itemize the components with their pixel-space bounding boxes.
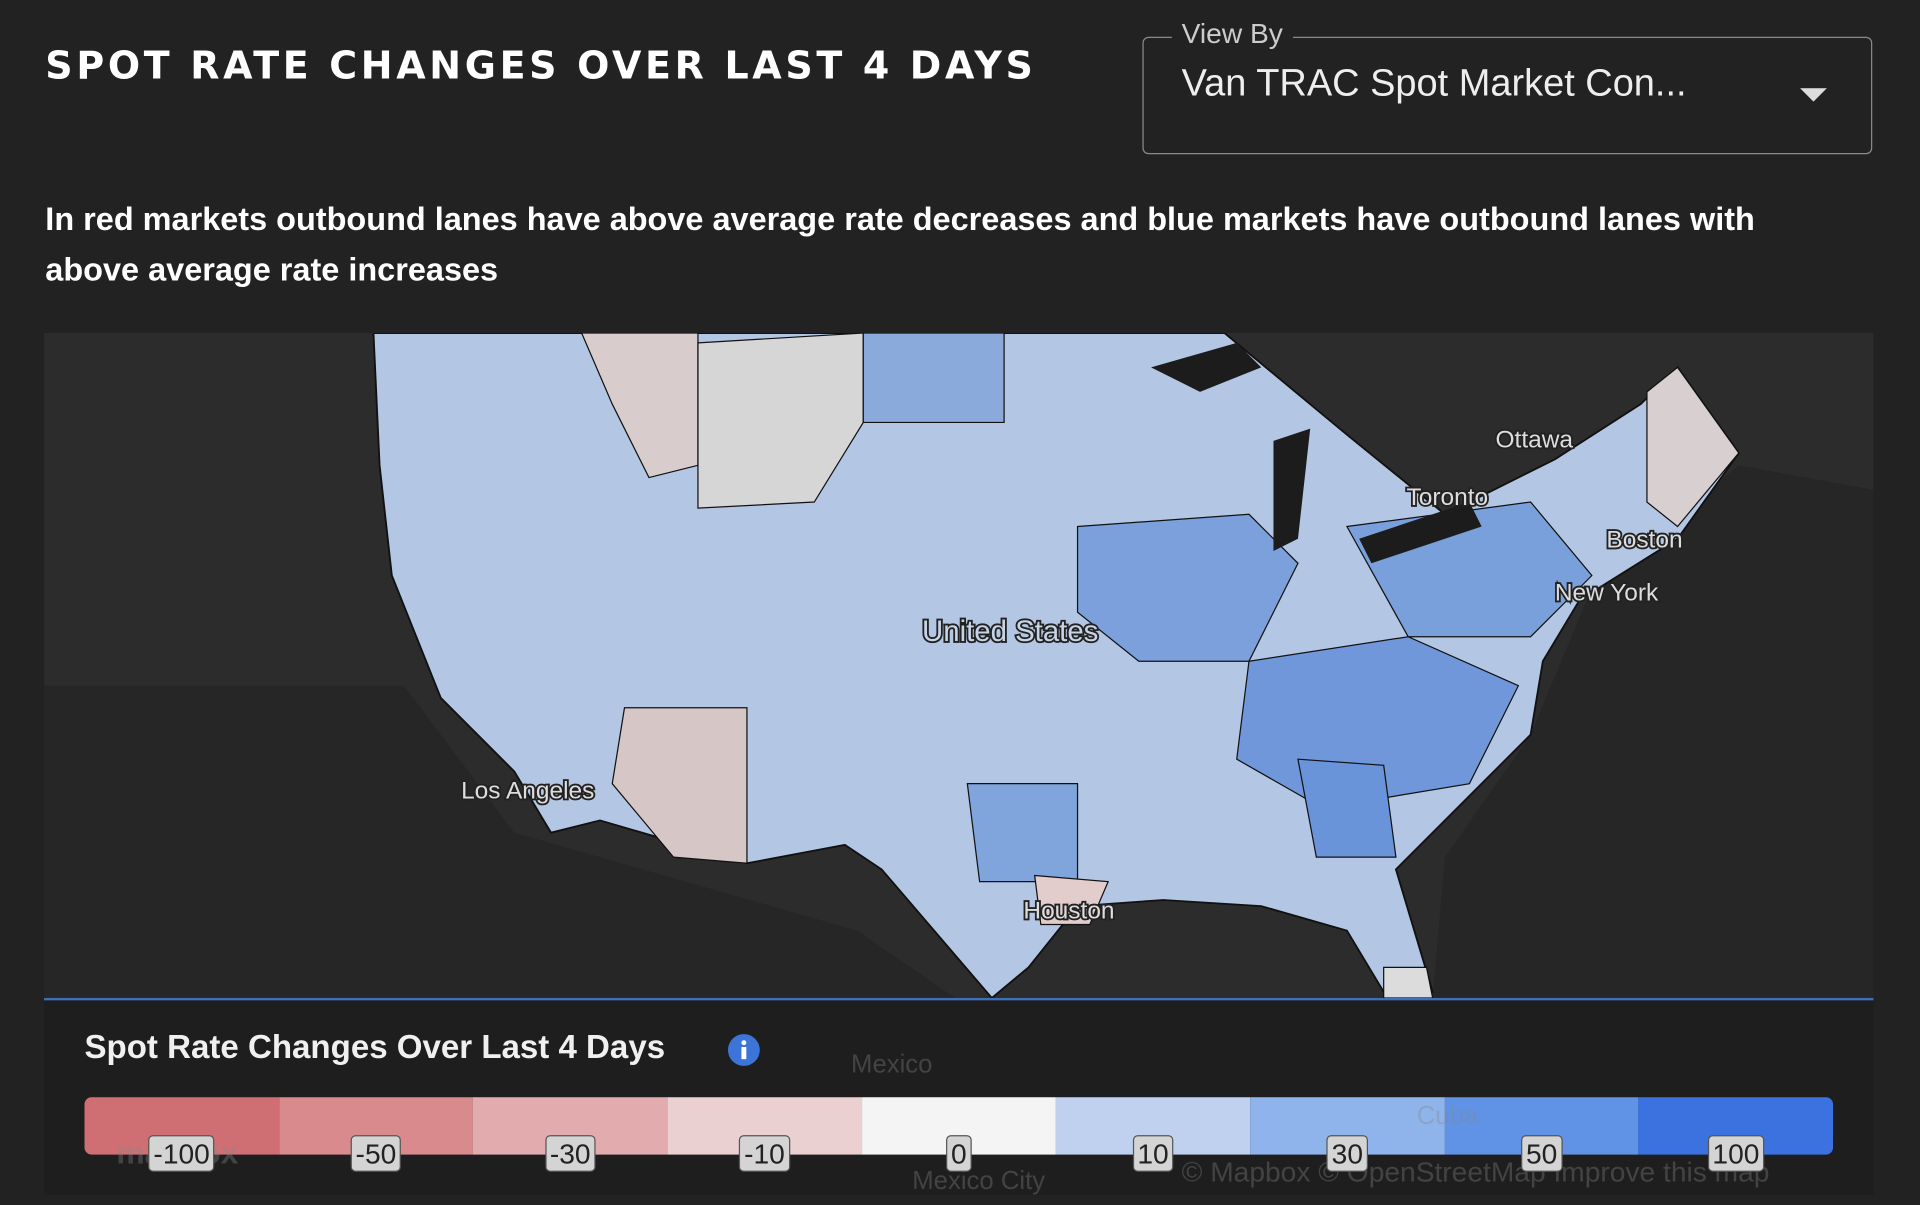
divider xyxy=(44,997,1874,1001)
region xyxy=(580,333,699,479)
legend-title: Spot Rate Changes Over Last 4 Days xyxy=(84,1028,666,1066)
dropdown-value[interactable]: Van TRAC Spot Market Con... xyxy=(1181,61,1687,105)
info-icon[interactable] xyxy=(727,1033,760,1066)
map-label: Mexico xyxy=(851,1050,933,1079)
map[interactable]: Ottawa Toronto Boston New York United States… xyxy=(44,333,1874,998)
legend-tick-label: -100 xyxy=(148,1135,215,1172)
region xyxy=(1297,758,1397,858)
legend-tick-label: 50 xyxy=(1521,1135,1563,1172)
map-label: New York xyxy=(1555,579,1659,606)
region xyxy=(697,333,864,509)
legend-tick-label: 0 xyxy=(946,1135,972,1172)
caret[interactable] xyxy=(1800,88,1827,103)
region xyxy=(1383,966,1434,998)
legend-tick-label: 30 xyxy=(1326,1135,1368,1172)
title: SPOT RATE CHANGES OVER LAST 4 DAYS xyxy=(45,44,1037,89)
view-by-dropdown[interactable] xyxy=(1142,36,1873,155)
map-label: Cuba xyxy=(1416,1102,1479,1131)
region xyxy=(611,707,748,864)
map-label: Houston xyxy=(1023,898,1114,925)
map-label: Mexico City xyxy=(912,1166,1046,1196)
legend-tick-label: -50 xyxy=(350,1135,402,1172)
legend-tick-label: 100 xyxy=(1707,1135,1765,1172)
map-label: Los Angeles xyxy=(461,778,594,805)
lake xyxy=(1359,502,1482,564)
lake xyxy=(1151,342,1262,392)
attribution: © Mapbox © OpenStreetMap Improve this ma… xyxy=(1181,1155,1770,1188)
map-label: Toronto xyxy=(1407,484,1489,511)
dropdown-label: View By xyxy=(1171,17,1293,51)
region xyxy=(862,333,1005,424)
legend-tick-label: 10 xyxy=(1132,1135,1174,1172)
region xyxy=(966,783,1079,883)
region xyxy=(1033,874,1110,926)
region xyxy=(1646,366,1740,528)
lake xyxy=(1273,428,1311,552)
map-label: Ottawa xyxy=(1496,426,1574,453)
legend-tick-label: -10 xyxy=(739,1135,790,1172)
legend-tick-label: -30 xyxy=(544,1135,596,1172)
map-label: United States xyxy=(922,615,1098,648)
map-label: Boston xyxy=(1606,527,1682,554)
description: In red markets outbound lanes have above… xyxy=(45,200,1755,288)
